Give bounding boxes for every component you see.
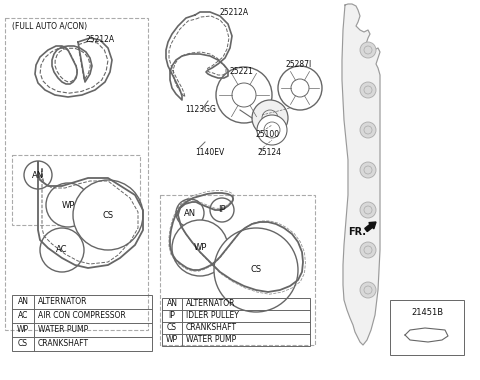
Circle shape xyxy=(214,228,298,312)
Text: CS: CS xyxy=(18,339,28,348)
Text: ALTERNATOR: ALTERNATOR xyxy=(186,299,236,309)
Text: AIR CON COMPRESSOR: AIR CON COMPRESSOR xyxy=(38,312,126,320)
Text: FR.: FR. xyxy=(348,227,366,237)
Text: 25221: 25221 xyxy=(230,67,254,76)
Text: AC: AC xyxy=(18,312,28,320)
Text: IP: IP xyxy=(218,206,226,214)
Circle shape xyxy=(360,282,376,298)
Text: CS: CS xyxy=(167,323,177,332)
Text: 25100: 25100 xyxy=(255,130,279,139)
Text: AN: AN xyxy=(184,209,196,217)
Bar xyxy=(390,300,464,355)
Text: AN: AN xyxy=(167,299,178,309)
Circle shape xyxy=(252,100,288,136)
Text: 25287I: 25287I xyxy=(285,60,311,69)
Text: AN: AN xyxy=(32,171,44,179)
Text: WP: WP xyxy=(193,244,207,252)
Text: 21451B: 21451B xyxy=(411,308,443,317)
Text: 25124: 25124 xyxy=(258,148,282,157)
Circle shape xyxy=(360,202,376,218)
Circle shape xyxy=(176,199,204,227)
Circle shape xyxy=(73,180,143,250)
Text: CRANKSHAFT: CRANKSHAFT xyxy=(38,339,89,348)
Text: AN: AN xyxy=(17,298,28,307)
Circle shape xyxy=(360,242,376,258)
Bar xyxy=(160,195,315,345)
Text: CS: CS xyxy=(251,266,262,274)
Text: WP: WP xyxy=(61,201,75,209)
Text: WATER PUMP: WATER PUMP xyxy=(186,336,236,345)
Text: WP: WP xyxy=(17,326,29,334)
Text: 25212A: 25212A xyxy=(220,8,249,17)
Text: IP: IP xyxy=(168,312,175,320)
Circle shape xyxy=(257,115,287,145)
Text: IDLER PULLEY: IDLER PULLEY xyxy=(186,312,239,320)
Text: ALTERNATOR: ALTERNATOR xyxy=(38,298,87,307)
Bar xyxy=(12,295,152,351)
Circle shape xyxy=(360,162,376,178)
Circle shape xyxy=(210,198,234,222)
Circle shape xyxy=(360,122,376,138)
Bar xyxy=(12,155,140,225)
Circle shape xyxy=(360,42,376,58)
Circle shape xyxy=(40,228,84,272)
Bar xyxy=(5,18,148,330)
Text: 25212A: 25212A xyxy=(85,35,114,44)
Text: CS: CS xyxy=(102,211,114,220)
Text: CRANKSHAFT: CRANKSHAFT xyxy=(186,323,237,332)
Text: AC: AC xyxy=(56,245,68,255)
Circle shape xyxy=(278,66,322,110)
FancyArrow shape xyxy=(365,222,376,231)
Text: WP: WP xyxy=(166,336,178,345)
Bar xyxy=(162,298,310,346)
Text: WATER PUMP: WATER PUMP xyxy=(38,326,88,334)
Circle shape xyxy=(172,220,228,276)
Text: (FULL AUTO A/CON): (FULL AUTO A/CON) xyxy=(12,22,87,31)
Text: 1140EV: 1140EV xyxy=(195,148,224,157)
Circle shape xyxy=(46,183,90,227)
Text: 1123GG: 1123GG xyxy=(185,105,216,114)
Circle shape xyxy=(24,161,52,189)
Circle shape xyxy=(360,82,376,98)
Circle shape xyxy=(216,67,272,123)
Polygon shape xyxy=(342,4,380,345)
